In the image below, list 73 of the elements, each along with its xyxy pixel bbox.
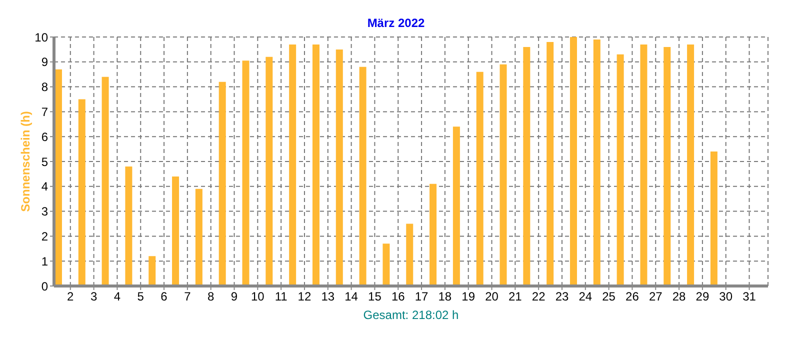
bar (710, 152, 718, 286)
x-tick-label: 18 (438, 290, 452, 304)
x-tick-label: 14 (344, 290, 358, 304)
x-tick-label: 10 (250, 290, 265, 304)
bar (430, 184, 437, 286)
bar (78, 99, 86, 286)
bar (500, 64, 507, 286)
chart-title: März 2022 (366, 16, 426, 30)
y-tick-label: 9 (41, 55, 48, 70)
y-tick-label: 3 (41, 204, 48, 219)
y-tick-label: 2 (41, 229, 48, 244)
bar (336, 49, 343, 286)
x-tick-label: 27 (648, 290, 663, 304)
x-tick-label: 15 (368, 290, 382, 304)
x-tick-label: 31 (742, 290, 756, 304)
bar (452, 126, 460, 286)
x-tick-label: 26 (626, 290, 640, 304)
bar (640, 44, 648, 286)
y-tick-label: 5 (41, 154, 48, 169)
x-tick-label: 13 (321, 290, 335, 304)
bar (195, 188, 202, 286)
bar (593, 39, 600, 286)
bar (523, 46, 530, 286)
y-tick-label: 0 (41, 279, 48, 294)
bar (172, 176, 180, 286)
y-tick-label: 4 (41, 180, 48, 194)
bar (125, 166, 132, 286)
bar (570, 37, 577, 286)
x-tick-label: 19 (462, 290, 476, 304)
x-tick-label: 12 (298, 290, 312, 304)
x-tick-label: 7 (184, 290, 192, 304)
bar (359, 66, 366, 286)
x-tick-label: 23 (555, 290, 569, 304)
x-tick-label: 11 (274, 290, 288, 304)
bar (289, 44, 296, 286)
x-tick-label: 30 (719, 290, 733, 304)
x-tick-label: 29 (696, 290, 710, 304)
x-tick-label: 4 (114, 290, 121, 304)
x-tick-label: 24 (578, 290, 592, 304)
x-tick-label: 9 (230, 290, 238, 304)
x-tick-label: 20 (485, 290, 499, 304)
text: Gesamt: 218:02 h (362, 308, 460, 322)
x-tick-label: 22 (532, 290, 546, 304)
y-axis-title: Sonnenschein (h) (18, 111, 32, 212)
y-tick-label: 7 (41, 104, 48, 119)
x-tick-label: 2 (67, 290, 74, 304)
x-tick-label: 6 (160, 290, 168, 304)
bar (546, 42, 554, 286)
x-tick-label: 3 (90, 290, 98, 304)
bar (102, 76, 109, 286)
bar (218, 82, 226, 286)
y-tick-label: 10 (34, 30, 48, 44)
x-tick-label: 25 (602, 290, 616, 304)
bar (406, 224, 414, 286)
y-tick-label: 8 (41, 80, 48, 94)
bar (148, 256, 156, 286)
x-tick-label: 8 (208, 290, 214, 304)
bar (266, 56, 273, 286)
bar (664, 46, 671, 286)
bar (242, 60, 250, 286)
bar (382, 244, 390, 286)
x-tick-label: 21 (508, 290, 522, 304)
x-tick-label: 5 (137, 290, 144, 304)
y-tick-label: 1 (41, 254, 48, 268)
bar (54, 69, 62, 286)
bar (687, 44, 694, 286)
x-tick-label: 17 (414, 290, 429, 304)
bar (476, 72, 484, 286)
bar (616, 54, 624, 286)
y-tick-label: 6 (41, 130, 48, 144)
x-tick-label: 28 (672, 290, 686, 304)
bar (312, 44, 320, 286)
x-tick-label: 16 (391, 290, 406, 304)
